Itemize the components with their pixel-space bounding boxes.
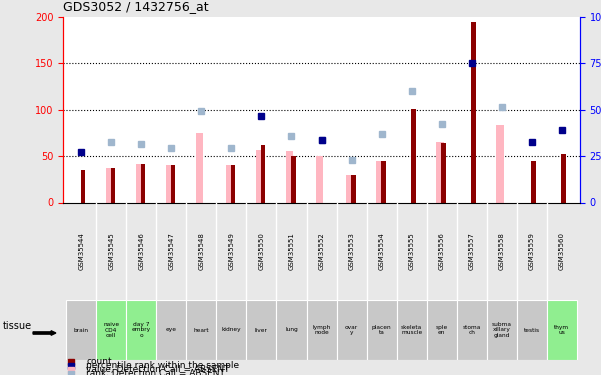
Text: GDS3052 / 1432756_at: GDS3052 / 1432756_at <box>63 0 209 13</box>
Bar <box>337 300 367 360</box>
Text: kidney: kidney <box>222 327 241 333</box>
Text: GSM35553: GSM35553 <box>349 232 355 270</box>
Bar <box>441 143 446 202</box>
Text: thym
us: thym us <box>554 325 570 335</box>
Text: GSM35555: GSM35555 <box>409 232 415 270</box>
Bar <box>166 165 173 202</box>
Text: subma
xillary
gland: subma xillary gland <box>492 322 512 338</box>
Bar <box>256 150 263 202</box>
Text: GSM35551: GSM35551 <box>288 232 294 270</box>
Text: ovar
y: ovar y <box>345 325 358 335</box>
Text: sple
en: sple en <box>436 325 448 335</box>
Text: rank, Detection Call = ABSENT: rank, Detection Call = ABSENT <box>87 369 225 375</box>
Text: naive
CD4
cell: naive CD4 cell <box>103 322 119 338</box>
Text: GSM35550: GSM35550 <box>258 232 264 270</box>
Bar <box>231 165 236 202</box>
Text: GSM35547: GSM35547 <box>168 232 174 270</box>
Text: day 7
embry
o: day 7 embry o <box>132 322 151 338</box>
Text: count: count <box>87 357 112 366</box>
Bar <box>351 175 356 202</box>
Text: GSM35559: GSM35559 <box>529 232 535 270</box>
Text: GSM35545: GSM35545 <box>108 232 114 270</box>
Bar <box>216 300 246 360</box>
Bar <box>531 161 536 202</box>
Bar <box>111 168 115 202</box>
Text: percentile rank within the sample: percentile rank within the sample <box>87 361 239 370</box>
Text: GSM35544: GSM35544 <box>78 232 84 270</box>
Bar <box>141 164 145 202</box>
Text: lymph
node: lymph node <box>313 325 331 335</box>
Bar <box>427 300 457 360</box>
Bar <box>561 154 566 203</box>
Bar <box>291 156 296 203</box>
Bar <box>276 300 307 360</box>
Bar <box>156 300 186 360</box>
Text: liver: liver <box>255 327 268 333</box>
Bar <box>96 300 126 360</box>
Bar <box>307 300 337 360</box>
Text: eye: eye <box>166 327 177 333</box>
Text: lung: lung <box>285 327 298 333</box>
Bar <box>316 156 323 203</box>
Text: GSM35548: GSM35548 <box>198 232 204 270</box>
Text: GSM35552: GSM35552 <box>319 232 325 270</box>
Bar <box>457 300 487 360</box>
Bar <box>171 165 175 202</box>
Text: brain: brain <box>74 327 88 333</box>
Text: tissue: tissue <box>3 321 32 331</box>
Bar <box>226 165 233 202</box>
Bar <box>186 300 216 360</box>
Text: testis: testis <box>524 327 540 333</box>
Bar <box>471 22 476 202</box>
Bar <box>66 300 96 360</box>
Bar <box>487 300 517 360</box>
Text: GSM35556: GSM35556 <box>439 232 445 270</box>
Bar <box>81 170 85 202</box>
Text: skeleta
muscle: skeleta muscle <box>401 325 423 335</box>
Text: GSM35558: GSM35558 <box>499 232 505 270</box>
Bar <box>517 300 547 360</box>
Text: GSM35557: GSM35557 <box>469 232 475 270</box>
Bar <box>106 168 113 202</box>
Bar <box>126 300 156 360</box>
Bar <box>136 164 143 202</box>
Text: value, Detection Call = ABSENT: value, Detection Call = ABSENT <box>87 365 230 374</box>
Bar <box>376 161 383 202</box>
Bar <box>346 175 353 202</box>
Bar <box>436 142 444 202</box>
Text: GSM35560: GSM35560 <box>559 232 565 270</box>
Bar <box>196 133 203 202</box>
Bar <box>547 300 577 360</box>
Bar <box>261 145 266 202</box>
Bar <box>246 300 276 360</box>
Text: heart: heart <box>194 327 209 333</box>
Text: stoma
ch: stoma ch <box>463 325 481 335</box>
Text: GSM35549: GSM35549 <box>228 232 234 270</box>
Text: placen
ta: placen ta <box>372 325 391 335</box>
Text: GSM35546: GSM35546 <box>138 232 144 270</box>
Bar <box>381 161 386 202</box>
Bar <box>286 150 293 202</box>
Bar <box>367 300 397 360</box>
Text: GSM35554: GSM35554 <box>379 232 385 270</box>
Bar <box>411 109 416 202</box>
Bar <box>397 300 427 360</box>
Bar <box>496 124 504 202</box>
